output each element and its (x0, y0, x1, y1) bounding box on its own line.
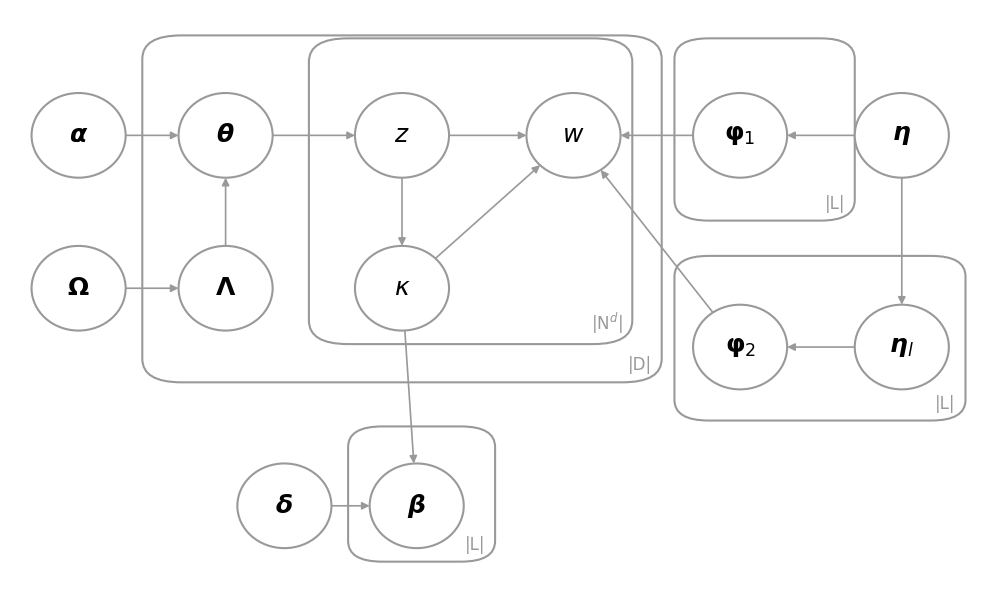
Ellipse shape (355, 246, 449, 331)
Ellipse shape (179, 246, 273, 331)
Text: |L|: |L| (935, 395, 956, 413)
Ellipse shape (370, 463, 464, 548)
Text: |N$^d$|: |N$^d$| (591, 311, 622, 337)
Ellipse shape (855, 305, 949, 389)
Ellipse shape (179, 93, 273, 178)
Ellipse shape (355, 93, 449, 178)
Ellipse shape (693, 93, 787, 178)
Text: $\boldsymbol{\delta}$: $\boldsymbol{\delta}$ (275, 494, 293, 518)
Ellipse shape (237, 463, 331, 548)
Text: |D|: |D| (628, 355, 652, 373)
Text: |L|: |L| (824, 195, 845, 213)
Text: $\boldsymbol{\varphi}_1$: $\boldsymbol{\varphi}_1$ (724, 124, 756, 148)
Text: $\boldsymbol{\theta}$: $\boldsymbol{\theta}$ (216, 124, 235, 148)
Ellipse shape (693, 305, 787, 389)
Text: $\boldsymbol{\Omega}$: $\boldsymbol{\Omega}$ (67, 276, 90, 300)
Ellipse shape (32, 93, 126, 178)
Text: $\kappa$: $\kappa$ (394, 276, 410, 300)
Text: $\boldsymbol{\beta}$: $\boldsymbol{\beta}$ (407, 492, 426, 520)
Text: $\boldsymbol{\varphi}_2$: $\boldsymbol{\varphi}_2$ (725, 335, 756, 359)
Text: $\boldsymbol{\eta}_l$: $\boldsymbol{\eta}_l$ (889, 335, 914, 359)
Text: $\boldsymbol{\Lambda}$: $\boldsymbol{\Lambda}$ (215, 276, 236, 300)
Ellipse shape (855, 93, 949, 178)
Text: $\boldsymbol{\alpha}$: $\boldsymbol{\alpha}$ (69, 124, 88, 148)
Text: $z$: $z$ (394, 124, 410, 148)
Text: $w$: $w$ (562, 124, 585, 148)
Text: |L|: |L| (465, 536, 485, 554)
Ellipse shape (32, 246, 126, 331)
Text: $\boldsymbol{\eta}$: $\boldsymbol{\eta}$ (892, 124, 911, 148)
Ellipse shape (526, 93, 621, 178)
